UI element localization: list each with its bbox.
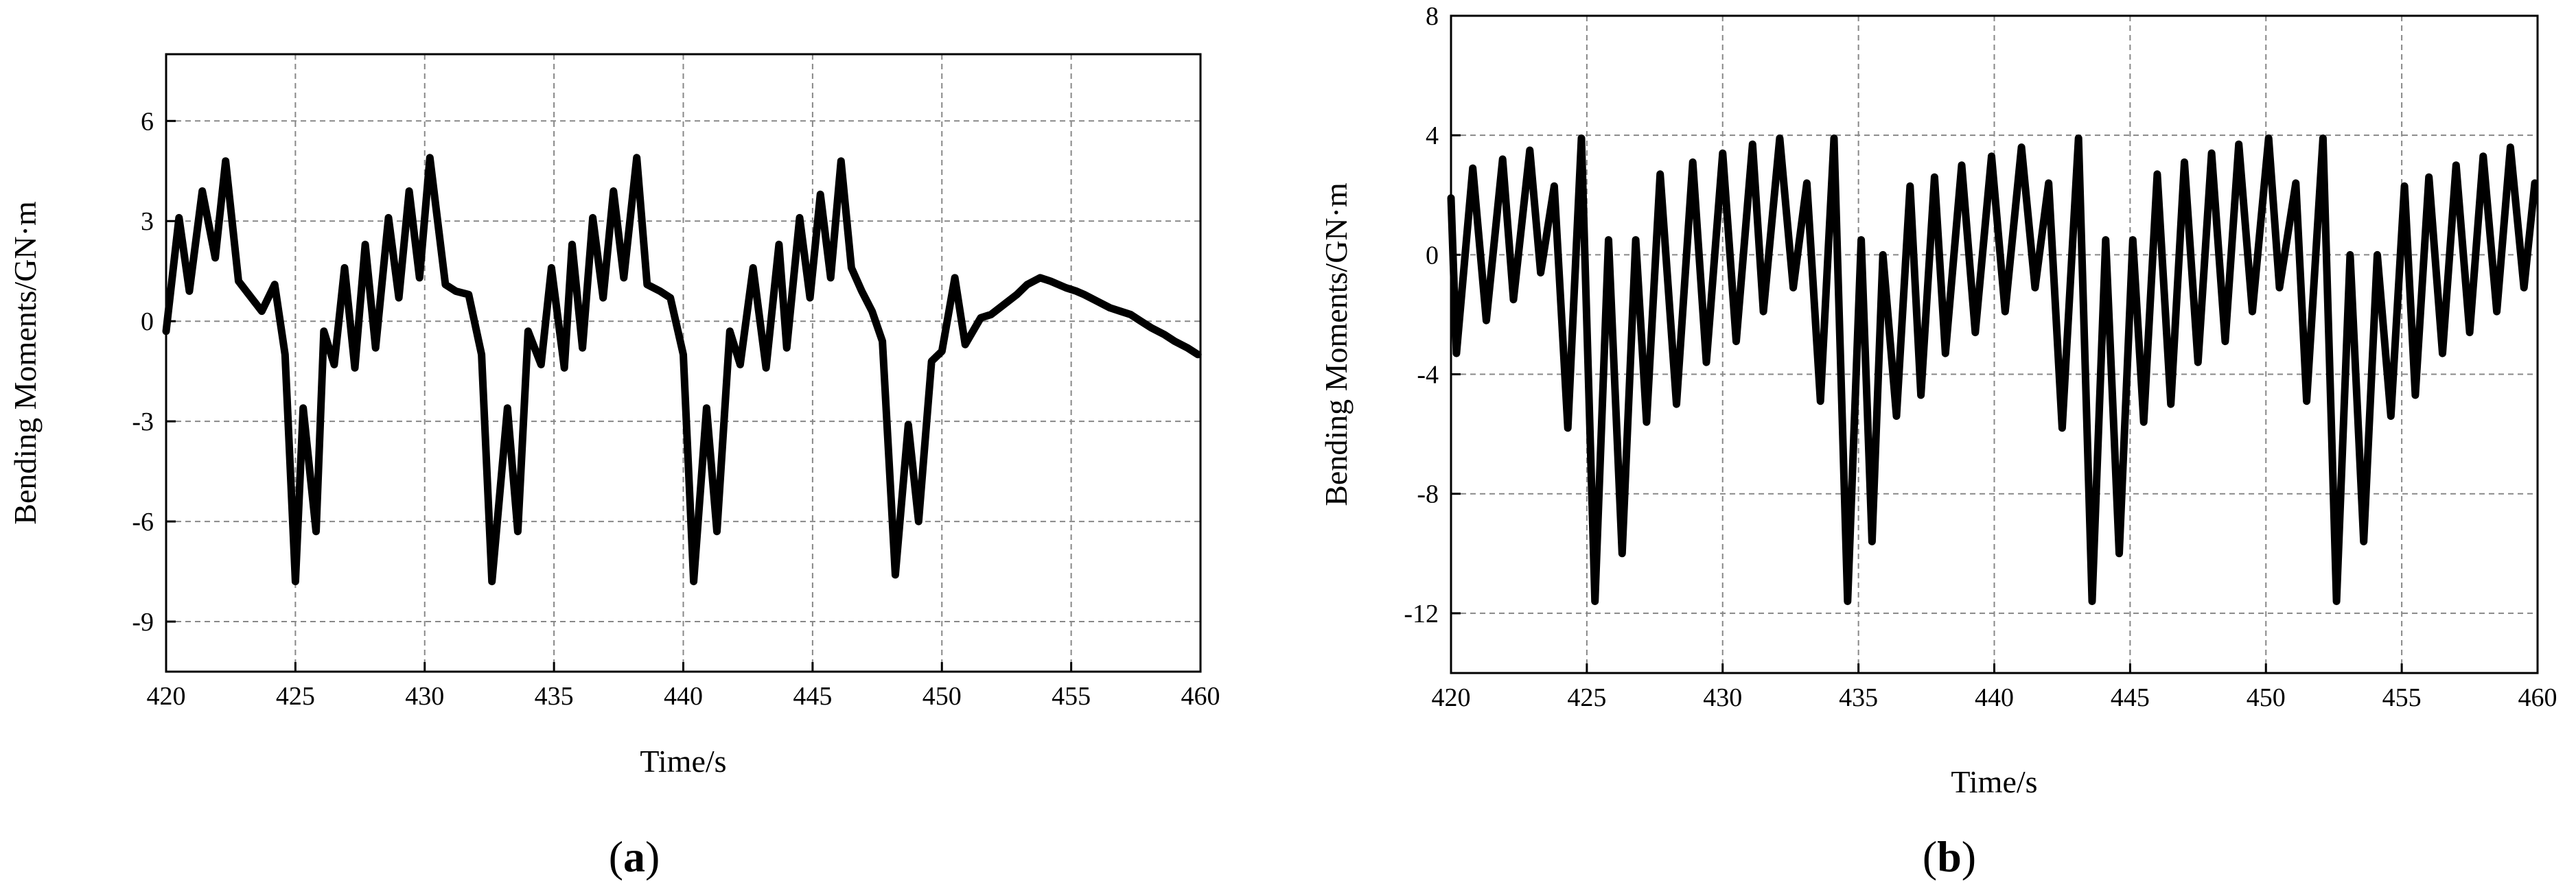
chart-a-xtick-label: 440 <box>664 682 703 711</box>
chart-b-xtick-label: 420 <box>1432 683 1471 712</box>
chart-a-xtick-label: 420 <box>147 682 186 711</box>
chart-a-xtick-label: 455 <box>1052 682 1091 711</box>
chart-b-ytick-label: 4 <box>1426 121 1439 150</box>
chart-b-panel-label: (b) <box>1923 832 1976 881</box>
chart-b-xtick-label: 425 <box>1567 683 1606 712</box>
chart-b-ytick-label: -12 <box>1404 600 1439 628</box>
chart-panel-a: 420 425 430 435 440 445 450 455 460 6 3 0 -3 -6 -9 Time… <box>8 53 1220 881</box>
chart-b-xtick-label: 440 <box>1975 683 2014 712</box>
chart-a-xtick-label: 450 <box>923 682 962 711</box>
chart-a-ytick-label: -9 <box>132 608 154 637</box>
chart-b-xtick-label: 455 <box>2382 683 2422 712</box>
chart-b-ytick-label: 8 <box>1426 2 1439 31</box>
chart-a-ytick-label: 0 <box>141 307 154 336</box>
chart-b-xtick-label: 450 <box>2247 683 2286 712</box>
chart-a-ytick-label: 3 <box>141 207 154 236</box>
chart-a-ytick-label: -3 <box>132 408 154 436</box>
chart-a-xtick-label: 435 <box>535 682 574 711</box>
chart-b-ytick-label: -8 <box>1417 480 1439 509</box>
chart-b-ytick-label: -4 <box>1417 361 1439 390</box>
chart-b-xtick-label: 460 <box>2518 683 2557 712</box>
chart-a-xtick-label: 460 <box>1181 682 1220 711</box>
chart-b-xtick-label: 445 <box>2111 683 2150 712</box>
chart-a-panel-label: (a) <box>609 832 660 881</box>
chart-a-ytick-label: -6 <box>132 508 154 537</box>
chart-a-xtick-label: 430 <box>405 682 444 711</box>
chart-a-xtick-label: 425 <box>276 682 315 711</box>
chart-b-xtick-label: 430 <box>1703 683 1742 712</box>
chart-a-ylabel: Bending Moments/GN·m <box>8 201 43 525</box>
chart-b-series-line <box>1447 134 2539 605</box>
chart-panel-b: 420 425 430 435 440 445 450 455 460 8 4 0 -4 -8 -12 Tim… <box>1319 2 2557 881</box>
chart-a-xtick-label: 445 <box>793 682 832 711</box>
chart-b-ylabel: Bending Moments/GN·m <box>1319 182 1354 506</box>
chart-a-xlabel: Time/s <box>640 744 726 779</box>
chart-b-xtick-label: 435 <box>1839 683 1878 712</box>
chart-a-ytick-label: 6 <box>141 107 154 136</box>
chart-a-series-line <box>162 154 1202 586</box>
chart-b-ytick-label: 0 <box>1426 241 1439 270</box>
chart-b-xlabel: Time/s <box>1951 764 2037 799</box>
